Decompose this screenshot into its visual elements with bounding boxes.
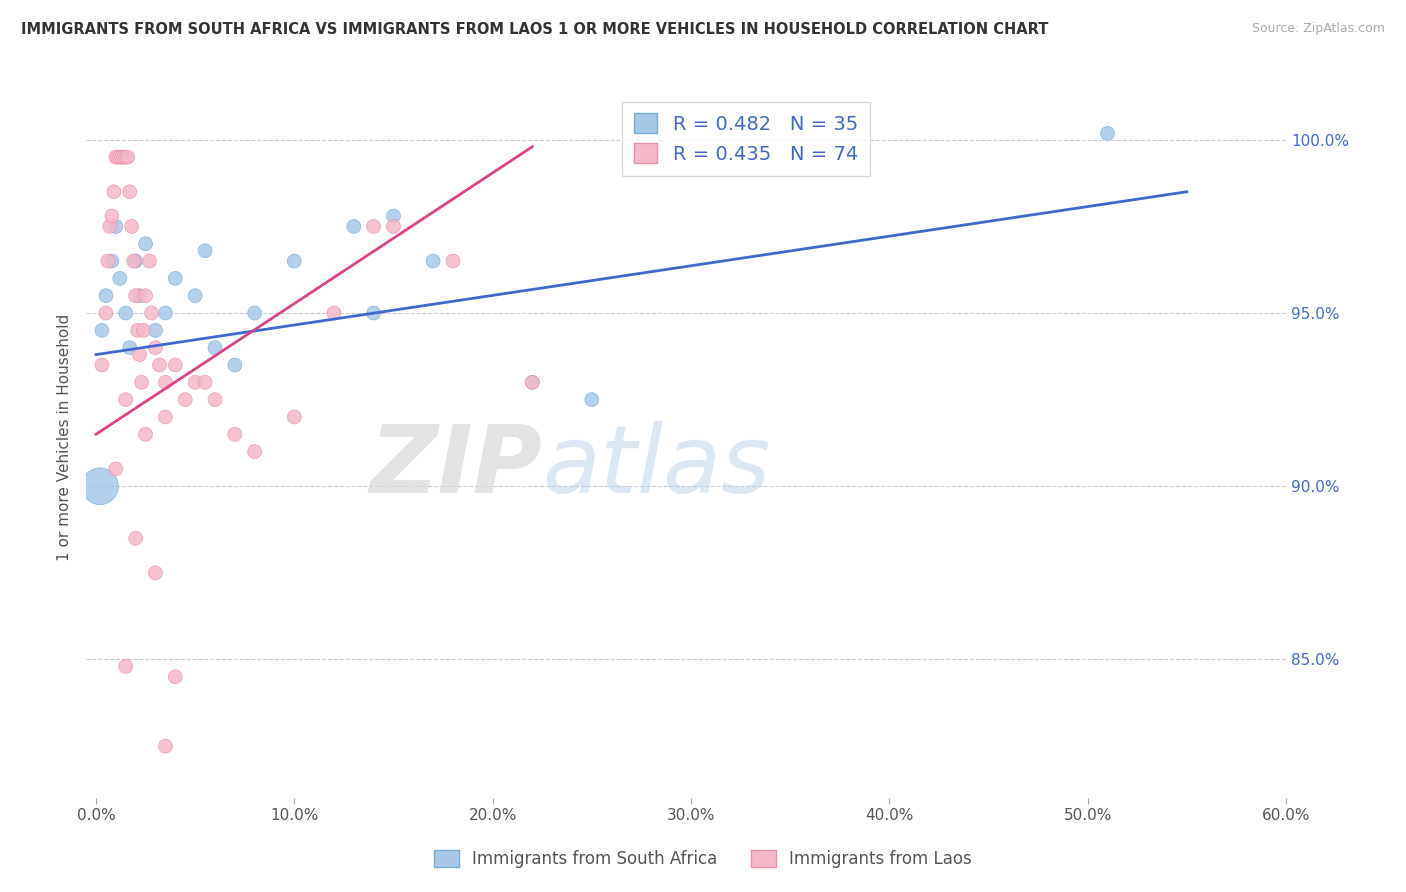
Point [117, 150, 139, 164]
Point [343, 219, 366, 234]
Point [165, 670, 187, 684]
Point [283, 409, 305, 424]
Point [1097, 126, 1119, 140]
Point [145, 566, 167, 580]
Point [194, 244, 217, 258]
Point [363, 306, 385, 320]
Point [165, 271, 187, 285]
Point [194, 376, 217, 390]
Point [184, 289, 207, 303]
Point [243, 444, 266, 458]
Point [101, 254, 124, 268]
Point [382, 209, 405, 223]
Point [141, 306, 163, 320]
Point [124, 254, 146, 268]
Point [581, 392, 603, 407]
Point [112, 150, 135, 164]
Point [155, 409, 177, 424]
Point [111, 150, 134, 164]
Point [135, 289, 157, 303]
Point [243, 306, 266, 320]
Point [118, 185, 141, 199]
Point [98, 219, 121, 234]
Point [104, 219, 127, 234]
Point [127, 323, 149, 337]
Point [224, 358, 246, 372]
Point [104, 150, 127, 164]
Point [522, 376, 544, 390]
Point [131, 376, 153, 390]
Point [135, 427, 157, 442]
Point [124, 531, 146, 545]
Text: IMMIGRANTS FROM SOUTH AFRICA VS IMMIGRANTS FROM LAOS 1 OR MORE VEHICLES IN HOUSE: IMMIGRANTS FROM SOUTH AFRICA VS IMMIGRAN… [21, 22, 1049, 37]
Point [148, 358, 170, 372]
Point [114, 659, 136, 673]
Point [114, 392, 136, 407]
Point [224, 427, 246, 442]
Point [155, 739, 177, 753]
Point [363, 219, 385, 234]
Point [108, 271, 131, 285]
Point [91, 323, 114, 337]
Point [101, 209, 124, 223]
Point [204, 392, 226, 407]
Point [122, 254, 145, 268]
Point [94, 306, 117, 320]
Text: Source: ZipAtlas.com: Source: ZipAtlas.com [1251, 22, 1385, 36]
Point [135, 236, 157, 251]
Text: atlas: atlas [543, 421, 770, 512]
Point [522, 376, 544, 390]
Point [94, 289, 117, 303]
Text: ZIP: ZIP [370, 420, 543, 513]
Point [145, 323, 167, 337]
Point [283, 254, 305, 268]
Point [107, 150, 129, 164]
Point [97, 254, 120, 268]
Point [155, 376, 177, 390]
Point [104, 462, 127, 476]
Point [184, 376, 207, 390]
Legend: R = 0.482   N = 35, R = 0.435   N = 74: R = 0.482 N = 35, R = 0.435 N = 74 [623, 102, 870, 176]
Point [128, 289, 150, 303]
Point [121, 219, 143, 234]
Point [108, 150, 131, 164]
Point [128, 348, 150, 362]
Point [118, 341, 141, 355]
Point [145, 341, 167, 355]
Point [114, 306, 136, 320]
Point [132, 323, 155, 337]
Point [91, 358, 114, 372]
Point [155, 306, 177, 320]
Point [204, 341, 226, 355]
Point [138, 254, 160, 268]
Point [441, 254, 464, 268]
Point [174, 392, 197, 407]
Y-axis label: 1 or more Vehicles in Household: 1 or more Vehicles in Household [58, 314, 72, 561]
Point [114, 150, 136, 164]
Point [382, 219, 405, 234]
Point [89, 479, 111, 493]
Point [165, 358, 187, 372]
Point [124, 289, 146, 303]
Point [103, 185, 125, 199]
Point [422, 254, 444, 268]
Legend: Immigrants from South Africa, Immigrants from Laos: Immigrants from South Africa, Immigrants… [427, 843, 979, 875]
Point [323, 306, 346, 320]
